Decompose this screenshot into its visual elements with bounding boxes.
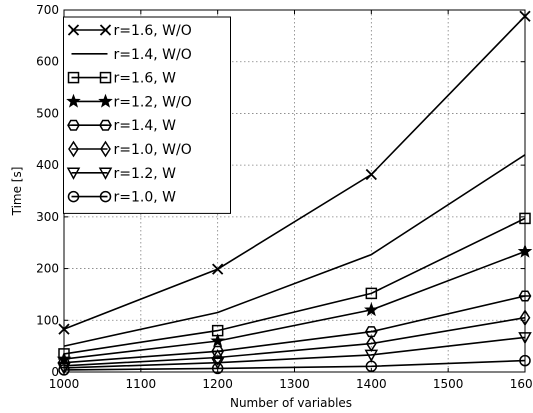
- legend-marker: [99, 71, 112, 84]
- legend-label: r=1.2, W/O: [114, 94, 192, 110]
- y-tick-label: 600: [36, 55, 59, 69]
- x-tick-label: 1500: [433, 377, 464, 391]
- legend-label: r=1.4, W: [114, 118, 177, 134]
- series-line: [63, 336, 526, 369]
- y-axis-label: Time [s]: [10, 167, 24, 217]
- data-point: [210, 333, 225, 348]
- series-line: [63, 15, 526, 330]
- legend-entry: r=1.6, W: [67, 71, 177, 87]
- legend-entry: r=1.2, W/O: [66, 93, 192, 110]
- y-tick-label: 200: [36, 262, 59, 276]
- data-point: [212, 349, 224, 366]
- series-line: [63, 217, 526, 355]
- legend-entry: r=1.6, W/O: [67, 23, 192, 39]
- data-point: [365, 287, 378, 300]
- y-tick-label: 300: [36, 210, 59, 224]
- data-point: [364, 349, 379, 362]
- legend-label: r=1.4, W/O: [114, 47, 192, 63]
- x-tick-label: 1000: [49, 377, 80, 391]
- y-tick-label: 0: [51, 365, 59, 379]
- x-tick-label: 1400: [356, 377, 387, 391]
- legend-marker: [67, 24, 80, 36]
- legend-marker: [67, 119, 80, 131]
- y-tick-label: 500: [36, 106, 59, 120]
- legend-entry: r=1.0, W: [67, 190, 177, 206]
- series-line: [63, 154, 526, 347]
- legend-marker: [99, 24, 112, 36]
- data-point: [365, 168, 377, 181]
- legend-label: r=1.0, W/O: [114, 142, 192, 158]
- legend-marker: [66, 93, 81, 108]
- legend-box: [63, 16, 231, 214]
- legend: r=1.6, W/O r=1.4, W/O r=1.6, W r=1.2, W/O r=…: [63, 16, 231, 214]
- legend-label: r=1.6, W: [114, 71, 177, 87]
- series-4: [56, 243, 533, 366]
- legend-marker: [99, 119, 112, 131]
- series-2: [63, 154, 526, 347]
- series-layer: [56, 10, 533, 376]
- y-tick-label: 100: [36, 313, 59, 327]
- legend-marker: [98, 167, 113, 180]
- legend-entry: r=1.4, W/O: [71, 47, 192, 63]
- x-tick-label: 1200: [202, 377, 233, 391]
- x-tick-label: 1100: [126, 377, 157, 391]
- series-5: [57, 290, 532, 369]
- x-tick-label: 1300: [279, 377, 310, 391]
- series-line: [63, 295, 526, 364]
- legend-marker: [66, 167, 81, 180]
- legend-marker: [67, 190, 80, 203]
- data-point: [211, 362, 224, 375]
- data-point: [364, 302, 379, 317]
- legend-entry: r=1.2, W: [66, 166, 177, 182]
- legend-marker: [67, 71, 80, 84]
- data-point: [210, 357, 225, 370]
- legend-entry: r=1.0, W/O: [68, 140, 192, 158]
- legend-label: r=1.0, W: [114, 190, 177, 206]
- x-axis-label: Number of variables: [230, 396, 352, 410]
- legend-marker: [100, 140, 111, 158]
- data-point: [364, 326, 378, 338]
- legend-marker: [98, 93, 113, 108]
- legend-entry: r=1.4, W: [67, 118, 177, 134]
- legend-marker: [68, 140, 79, 158]
- series-1: [58, 10, 531, 335]
- legend-label: r=1.2, W: [114, 166, 177, 182]
- series-line: [63, 250, 526, 360]
- legend-marker: [99, 190, 112, 203]
- series-line: [63, 316, 526, 367]
- data-point: [212, 263, 224, 275]
- y-tick-label: 700: [36, 3, 59, 17]
- y-tick-label: 400: [36, 158, 59, 172]
- legend-label: r=1.6, W/O: [114, 23, 192, 39]
